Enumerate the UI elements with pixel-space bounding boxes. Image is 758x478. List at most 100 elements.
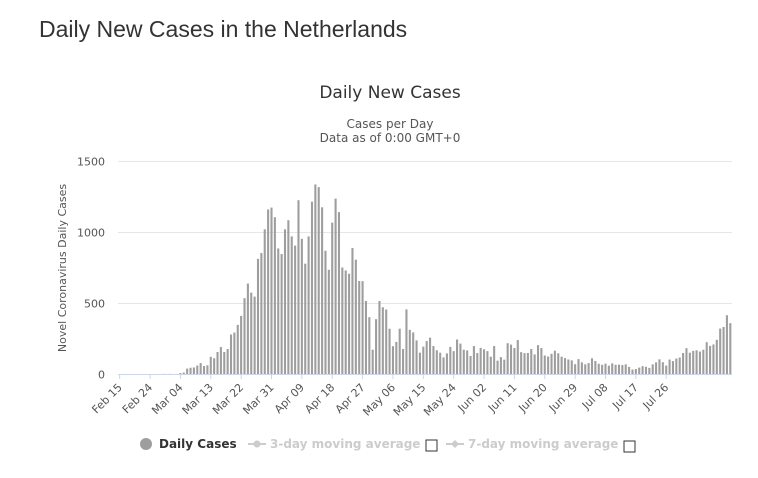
bar[interactable] xyxy=(314,184,317,374)
bar[interactable] xyxy=(388,328,391,374)
bar[interactable] xyxy=(496,360,499,374)
bar[interactable] xyxy=(283,229,287,374)
legend-item-7day-average[interactable]: 7-day moving average xyxy=(446,437,618,451)
bar[interactable] xyxy=(344,270,347,374)
bar[interactable] xyxy=(290,236,293,374)
bar[interactable] xyxy=(243,298,246,374)
bar[interactable] xyxy=(685,348,688,374)
bar[interactable] xyxy=(213,358,216,374)
bar[interactable] xyxy=(472,346,475,374)
bar[interactable] xyxy=(300,238,303,374)
bar[interactable] xyxy=(705,342,708,374)
bar[interactable] xyxy=(631,369,634,374)
bar-series-daily-cases[interactable] xyxy=(162,184,732,374)
bar[interactable] xyxy=(621,365,624,374)
bar[interactable] xyxy=(442,357,445,374)
bar[interactable] xyxy=(729,323,732,374)
bar[interactable] xyxy=(317,187,320,374)
bar[interactable] xyxy=(395,341,398,374)
bar[interactable] xyxy=(294,245,297,374)
bar[interactable] xyxy=(358,280,361,374)
bar[interactable] xyxy=(567,359,570,374)
bar[interactable] xyxy=(661,362,664,374)
bar[interactable] xyxy=(489,356,492,374)
bar[interactable] xyxy=(682,352,685,374)
bar[interactable] xyxy=(422,346,425,374)
bar[interactable] xyxy=(658,359,661,374)
bar[interactable] xyxy=(246,283,249,374)
bar[interactable] xyxy=(206,365,209,374)
bar[interactable] xyxy=(351,248,354,374)
bar[interactable] xyxy=(304,263,307,374)
bar[interactable] xyxy=(327,269,330,374)
bar[interactable] xyxy=(260,253,263,374)
bar[interactable] xyxy=(688,352,691,374)
bar[interactable] xyxy=(557,353,560,374)
bar[interactable] xyxy=(702,349,705,374)
bar[interactable] xyxy=(536,345,540,374)
legend-item-daily-cases[interactable]: Daily Cases xyxy=(140,437,237,451)
bar[interactable] xyxy=(499,357,502,374)
bar[interactable] xyxy=(547,356,550,374)
bar[interactable] xyxy=(617,364,621,374)
bar[interactable] xyxy=(199,363,202,374)
bar[interactable] xyxy=(469,355,472,374)
bar[interactable] xyxy=(196,365,199,374)
bar[interactable] xyxy=(391,346,394,374)
bar[interactable] xyxy=(577,359,580,374)
bar[interactable] xyxy=(223,351,226,374)
bar[interactable] xyxy=(671,361,675,374)
bar[interactable] xyxy=(486,351,489,374)
bar[interactable] xyxy=(614,364,617,374)
bar[interactable] xyxy=(280,254,283,374)
bar[interactable] xyxy=(665,365,668,374)
bar[interactable] xyxy=(722,327,725,374)
bar[interactable] xyxy=(530,349,533,374)
bar[interactable] xyxy=(476,352,479,374)
bar[interactable] xyxy=(445,353,448,374)
bar[interactable] xyxy=(368,317,371,374)
bar[interactable] xyxy=(364,301,368,374)
bar[interactable] xyxy=(277,248,280,374)
bar[interactable] xyxy=(378,301,381,374)
bar[interactable] xyxy=(644,366,648,374)
bar[interactable] xyxy=(307,236,310,374)
bar[interactable] xyxy=(270,207,273,374)
bar[interactable] xyxy=(263,229,266,374)
bar[interactable] xyxy=(540,348,543,374)
bar[interactable] xyxy=(267,209,270,374)
bar[interactable] xyxy=(520,352,523,374)
bar[interactable] xyxy=(503,359,506,374)
bar[interactable] xyxy=(462,349,465,374)
bar[interactable] xyxy=(209,356,212,374)
bar[interactable] xyxy=(375,319,378,374)
bar[interactable] xyxy=(641,366,644,374)
bar[interactable] xyxy=(655,362,658,374)
bar[interactable] xyxy=(435,350,438,374)
bar[interactable] xyxy=(563,358,567,374)
bar[interactable] xyxy=(611,363,614,374)
bar[interactable] xyxy=(597,363,600,374)
bar[interactable] xyxy=(624,364,627,374)
bar[interactable] xyxy=(381,307,384,374)
bar[interactable] xyxy=(253,296,256,374)
bar[interactable] xyxy=(628,366,631,374)
bar[interactable] xyxy=(348,273,351,374)
bar[interactable] xyxy=(226,349,229,374)
bar[interactable] xyxy=(219,347,222,374)
bar[interactable] xyxy=(675,358,678,374)
bar[interactable] xyxy=(523,353,526,374)
bar[interactable] xyxy=(574,364,577,374)
bar[interactable] xyxy=(648,367,651,374)
bar[interactable] xyxy=(543,355,546,374)
bar[interactable] xyxy=(479,347,482,374)
bar[interactable] xyxy=(651,364,654,374)
bar[interactable] xyxy=(560,356,563,374)
bar[interactable] xyxy=(570,360,573,374)
bar[interactable] xyxy=(418,352,421,374)
bar[interactable] xyxy=(425,341,428,374)
bar[interactable] xyxy=(668,359,671,374)
bar[interactable] xyxy=(601,364,604,374)
bar[interactable] xyxy=(405,309,408,374)
bar[interactable] xyxy=(415,340,418,374)
